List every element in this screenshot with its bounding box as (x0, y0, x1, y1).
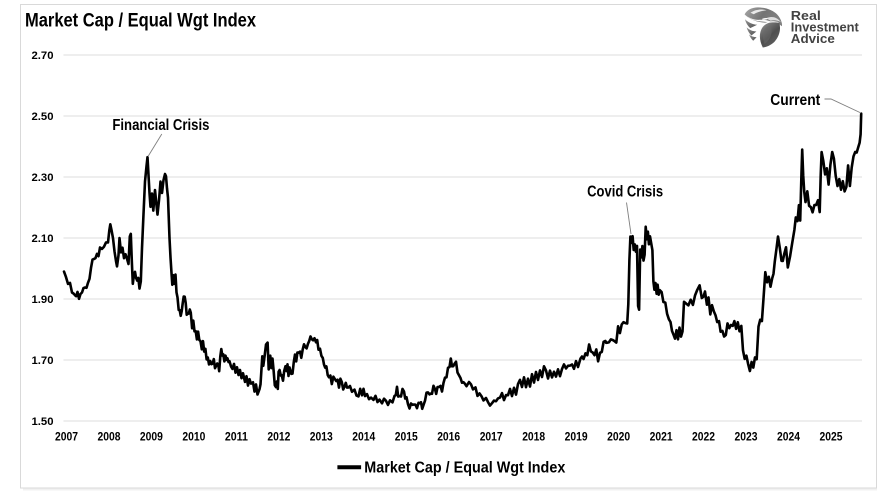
svg-text:2020: 2020 (607, 432, 630, 444)
svg-text:Current: Current (770, 92, 820, 109)
svg-text:1.70: 1.70 (32, 355, 54, 367)
svg-text:2.50: 2.50 (32, 111, 54, 123)
svg-text:2009: 2009 (140, 432, 163, 444)
svg-text:Advice: Advice (791, 32, 835, 46)
svg-text:2014: 2014 (352, 432, 376, 444)
svg-text:2023: 2023 (735, 432, 758, 444)
svg-text:Real: Real (791, 9, 821, 23)
svg-text:Covid Crisis: Covid Crisis (587, 184, 663, 201)
svg-text:2007: 2007 (55, 432, 78, 444)
svg-text:Financial Crisis: Financial Crisis (112, 117, 209, 134)
svg-text:2010: 2010 (182, 432, 205, 444)
svg-text:2.30: 2.30 (32, 172, 54, 184)
svg-text:2016: 2016 (437, 432, 460, 444)
svg-text:2025: 2025 (820, 432, 844, 444)
svg-text:2021: 2021 (650, 432, 674, 444)
svg-text:2013: 2013 (310, 432, 333, 444)
svg-text:2018: 2018 (522, 432, 546, 444)
svg-text:2017: 2017 (480, 432, 503, 444)
svg-text:2019: 2019 (565, 432, 588, 444)
svg-text:2.70: 2.70 (32, 50, 54, 62)
svg-text:Market Cap / Equal Wgt Index: Market Cap / Equal Wgt Index (25, 10, 256, 32)
svg-text:1.50: 1.50 (32, 416, 54, 428)
svg-text:2011: 2011 (225, 432, 249, 444)
svg-text:2012: 2012 (267, 432, 290, 444)
svg-text:2008: 2008 (98, 432, 122, 444)
svg-text:2.10: 2.10 (32, 233, 54, 245)
svg-text:2022: 2022 (692, 432, 715, 444)
svg-text:2015: 2015 (395, 432, 419, 444)
svg-text:1.90: 1.90 (32, 294, 54, 306)
svg-text:Investment: Investment (791, 21, 860, 35)
svg-text:2024: 2024 (777, 432, 801, 444)
svg-text:Market Cap / Equal Wgt Index: Market Cap / Equal Wgt Index (364, 460, 565, 477)
